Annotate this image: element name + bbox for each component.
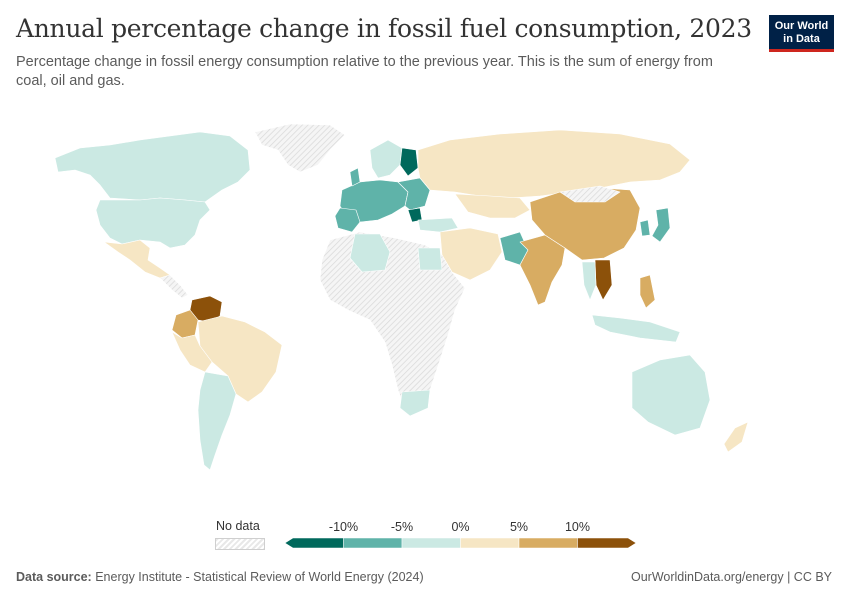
logo-line-1: Our World bbox=[774, 20, 829, 32]
chart-title: Annual percentage change in fossil fuel … bbox=[16, 14, 752, 43]
region-iberia[interactable] bbox=[334, 207, 361, 233]
legend-bin-2[interactable] bbox=[401, 537, 461, 549]
region-new-zealand[interactable] bbox=[723, 421, 749, 453]
region-mexico[interactable] bbox=[103, 239, 171, 279]
region-korea[interactable] bbox=[639, 219, 651, 237]
region-canada[interactable] bbox=[54, 131, 251, 203]
legend-tick-label-2: 0% bbox=[451, 520, 469, 534]
legend-bin-0[interactable] bbox=[284, 537, 344, 549]
legend-tick-label-0: -10% bbox=[329, 520, 358, 534]
region-kazakhstan[interactable] bbox=[454, 193, 531, 219]
region-greenland[interactable] bbox=[254, 123, 346, 173]
chart-subtitle: Percentage change in fossil energy consu… bbox=[16, 54, 713, 89]
logo-line-2: in Data bbox=[783, 33, 820, 45]
region-mongolia[interactable] bbox=[559, 185, 621, 203]
region-algeria[interactable] bbox=[349, 233, 391, 273]
region-south-africa[interactable] bbox=[399, 389, 431, 417]
legend-no-data-label: No data bbox=[216, 519, 260, 533]
legend-bin-1[interactable] bbox=[343, 537, 403, 549]
region-turkey[interactable] bbox=[417, 217, 459, 233]
region-indonesia[interactable] bbox=[591, 314, 681, 343]
region-uk[interactable] bbox=[349, 167, 361, 187]
region-japan[interactable] bbox=[651, 207, 671, 243]
legend-color-scale[interactable]: -10% -5% 0% 5% 10% bbox=[280, 519, 640, 553]
source-text[interactable]: Energy Institute - Statistical Review of… bbox=[95, 570, 424, 584]
legend-bin-4[interactable] bbox=[518, 537, 578, 549]
legend-tick-label-3: 5% bbox=[510, 520, 528, 534]
region-africa[interactable] bbox=[319, 231, 466, 411]
legend-bin-5[interactable] bbox=[577, 537, 637, 549]
owid-logo[interactable]: Our World in Data bbox=[769, 15, 834, 52]
legend-tick-label-4: 10% bbox=[565, 520, 590, 534]
region-scandinavia[interactable] bbox=[369, 139, 403, 179]
source-label: Data source: bbox=[16, 570, 92, 584]
region-russia[interactable] bbox=[417, 129, 691, 199]
legend-no-data-swatch[interactable] bbox=[215, 538, 265, 550]
region-vietnam-region[interactable] bbox=[594, 259, 613, 301]
region-thailand[interactable] bbox=[581, 261, 597, 301]
footer-link[interactable]: OurWorldinData.org/energy | CC BY bbox=[630, 570, 832, 584]
region-usa[interactable] bbox=[95, 197, 211, 249]
region-india[interactable] bbox=[519, 234, 566, 306]
legend-tick-label-1: -5% bbox=[391, 520, 413, 534]
region-egypt[interactable] bbox=[417, 247, 443, 271]
region-central-america[interactable] bbox=[159, 274, 189, 299]
region-australia[interactable] bbox=[631, 354, 711, 436]
world-map[interactable] bbox=[0, 110, 850, 510]
region-argentina[interactable] bbox=[197, 371, 237, 471]
region-peru[interactable] bbox=[171, 331, 213, 373]
region-philippines[interactable] bbox=[639, 274, 656, 309]
legend-bin-3[interactable] bbox=[460, 537, 520, 549]
footer-source: Data source: Energy Institute - Statisti… bbox=[16, 570, 424, 584]
region-finland[interactable] bbox=[399, 147, 419, 177]
